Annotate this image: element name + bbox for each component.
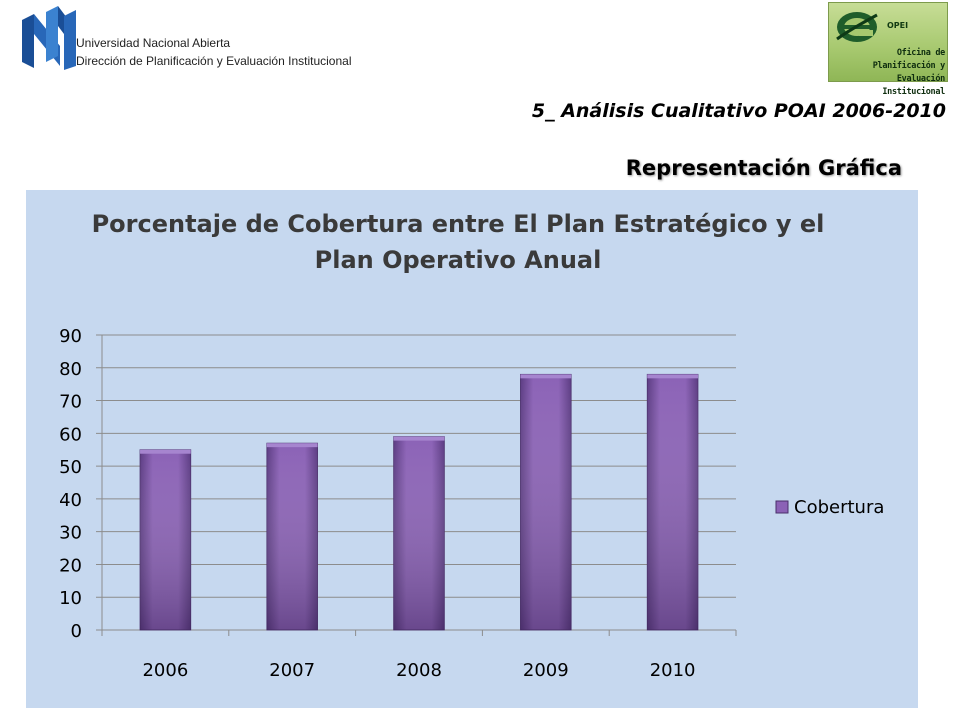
bar-shade-2010	[647, 374, 698, 630]
y-tick-label: 40	[59, 490, 82, 511]
slide-subtitle: 5_ Análisis Cualitativo POAI 2006-2010	[531, 100, 946, 122]
chart-panel: Porcentaje de Cobertura entre El Plan Es…	[26, 190, 918, 708]
legend-label: Cobertura	[794, 497, 884, 518]
y-tick-label: 30	[59, 523, 82, 544]
bar-shade-2009	[520, 374, 572, 630]
bar-shade-2007	[266, 443, 318, 630]
opei-name: Oficina de Planificación y Evaluación In…	[833, 47, 946, 99]
bar-cap-2009	[520, 374, 572, 379]
chart-title-line1: Porcentaje de Cobertura entre El Plan Es…	[92, 210, 825, 238]
y-tick-label: 20	[59, 555, 82, 576]
y-tick-label: 0	[71, 621, 82, 642]
bar-cap-2008	[393, 436, 445, 441]
y-tick-label: 70	[59, 392, 82, 413]
y-tick-label: 50	[59, 457, 82, 478]
bar-cap-2010	[647, 374, 698, 379]
x-tick-label: 2009	[523, 660, 569, 681]
y-tick-label: 80	[59, 359, 82, 380]
legend-swatch	[775, 500, 789, 514]
y-tick-label: 90	[59, 326, 82, 347]
bar-shade-2006	[140, 449, 191, 630]
chart-title-line2: Plan Operativo Anual	[315, 246, 602, 274]
bar-cap-2007	[266, 443, 318, 448]
x-tick-label: 2007	[269, 660, 315, 681]
x-tick-label: 2008	[396, 660, 442, 681]
bar-shade-2008	[393, 436, 445, 630]
department-name: Dirección de Planificación y Evaluación …	[76, 54, 352, 68]
opei-name-line1: Oficina de Planificación y	[872, 48, 946, 71]
y-tick-label: 10	[59, 588, 82, 609]
university-name: Universidad Nacional Abierta	[76, 36, 231, 50]
opei-abbreviation: OPEI	[887, 21, 909, 30]
institution-header: Universidad Nacional Abierta Dirección d…	[76, 34, 351, 70]
x-tick-label: 2010	[650, 660, 696, 681]
bar-chart: Porcentaje de Cobertura entre El Plan Es…	[59, 210, 884, 681]
section-title: Representación Gráfica	[625, 156, 902, 180]
bar-cap-2006	[140, 449, 191, 454]
opei-logo: OPEI Oficina de Planificación y Evaluaci…	[828, 2, 948, 97]
opei-e-logo-icon	[836, 12, 878, 42]
opei-name-line2: Evaluación Institucional	[882, 74, 945, 97]
y-tick-label: 60	[59, 424, 82, 445]
x-tick-label: 2006	[142, 660, 188, 681]
una-logo-icon	[22, 6, 76, 70]
